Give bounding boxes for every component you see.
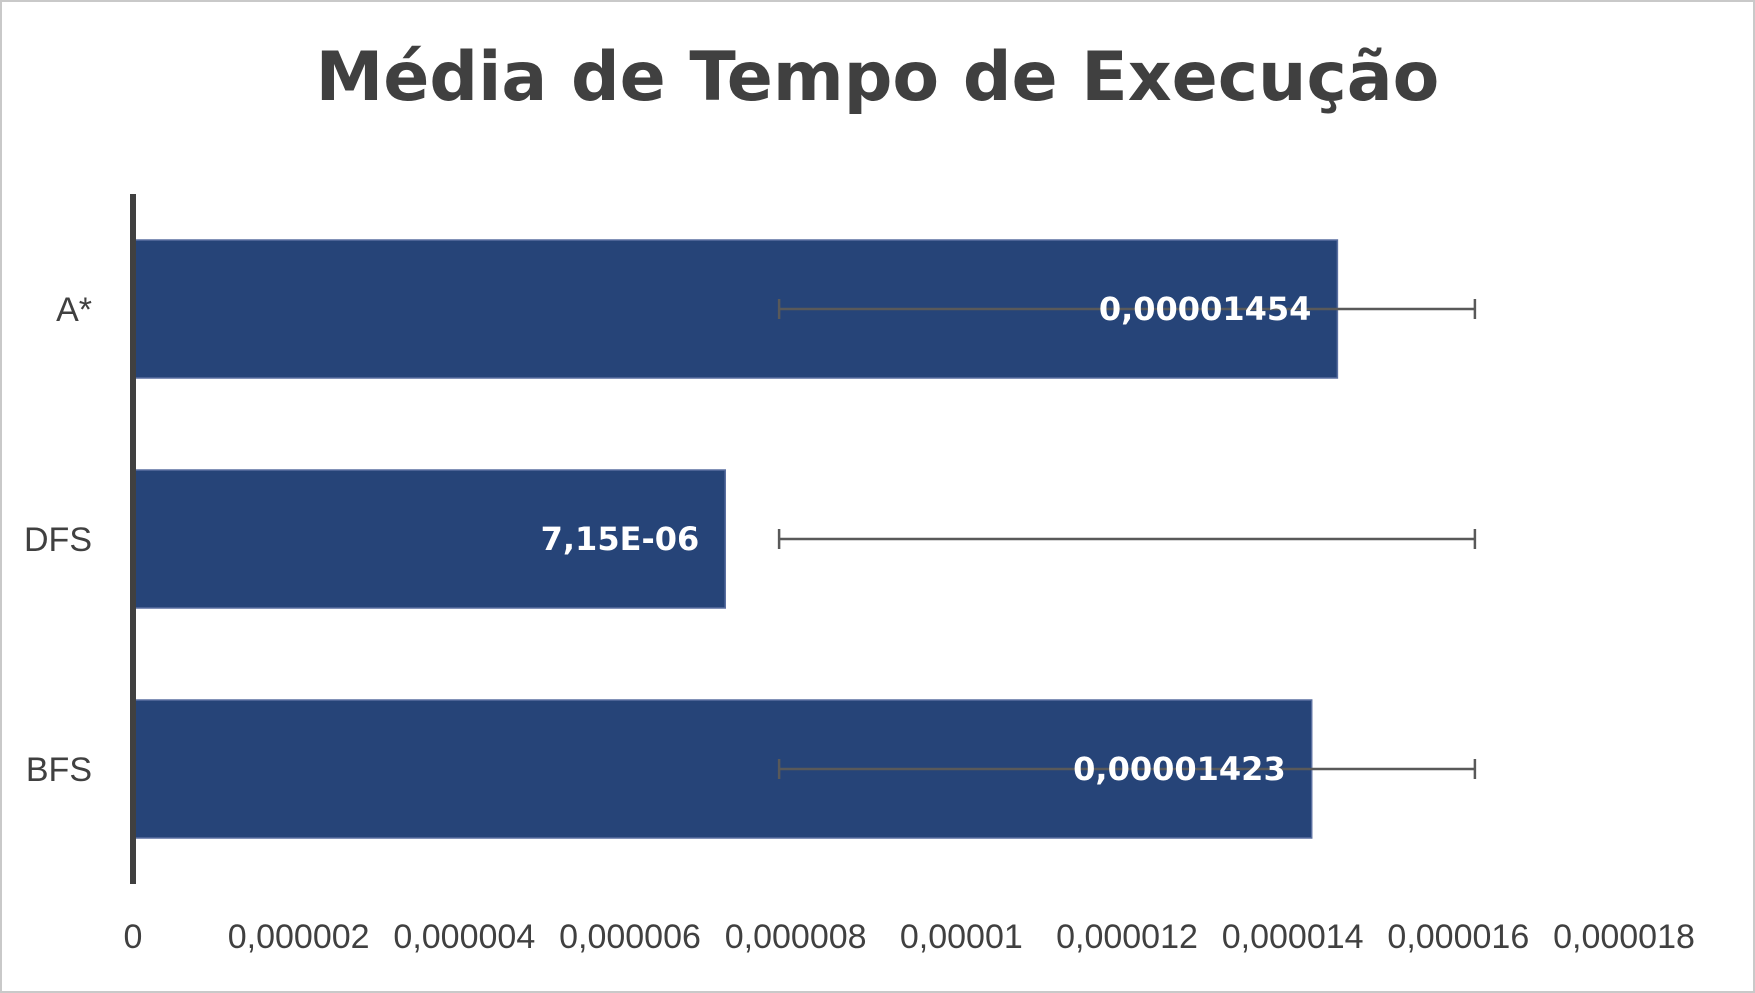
x-tick-label: 0,000014 <box>1222 918 1364 956</box>
x-tick-label: 0 <box>124 918 143 956</box>
x-tick-label: 0,000012 <box>1056 918 1198 956</box>
x-tick-label: 0,000018 <box>1553 918 1695 956</box>
bar-layer <box>132 239 1339 839</box>
x-tick-label: 0,000006 <box>559 918 701 956</box>
x-tick-label: 0,000008 <box>725 918 867 956</box>
errorbar-layer <box>777 299 1477 779</box>
data-label: 7,15E-06 <box>541 520 700 558</box>
category-label: DFS <box>24 521 92 559</box>
category-label: BFS <box>26 751 92 789</box>
x-tick-label: 0,000002 <box>228 918 370 956</box>
x-tick-label: 0,000004 <box>393 918 535 956</box>
data-label: 0,00001454 <box>1099 290 1312 328</box>
label-layer: 0 0,000002 0,000004 0,000006 0,000008 0,00001… <box>24 290 1695 956</box>
bar <box>132 469 727 609</box>
x-tick-label: 0,000016 <box>1387 918 1529 956</box>
data-label: 0,00001423 <box>1073 750 1286 788</box>
category-label: A* <box>56 291 92 329</box>
chart-title: Média de Tempo de Execução <box>315 38 1440 117</box>
x-tick-label: 0,00001 <box>900 918 1023 956</box>
